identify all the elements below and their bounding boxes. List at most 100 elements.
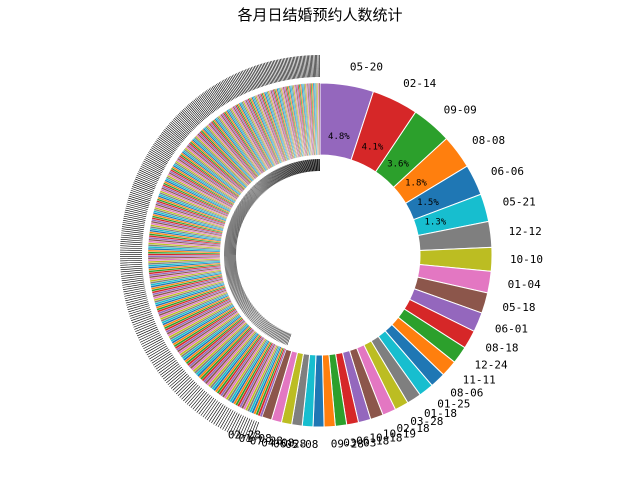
crowded-percent-mark xyxy=(306,159,309,172)
crowded-percent-mark xyxy=(225,238,238,241)
crowded-percent-mark xyxy=(251,187,260,197)
crowded-label-mark xyxy=(181,383,197,400)
crowded-percent-mark xyxy=(309,159,312,172)
crowded-label-mark xyxy=(250,422,260,443)
crowded-percent-mark xyxy=(231,287,243,294)
crowded-label-mark xyxy=(135,176,157,186)
crowded-label-mark xyxy=(177,380,194,396)
crowded-percent-mark xyxy=(224,259,237,261)
crowded-label-mark xyxy=(143,160,164,172)
crowded-percent-mark xyxy=(265,175,274,186)
crowded-percent-mark xyxy=(256,183,265,193)
crowded-label-mark xyxy=(234,73,245,94)
crowded-label-mark xyxy=(135,322,156,332)
crowded-percent-mark xyxy=(256,182,265,192)
crowded-label-mark xyxy=(123,289,146,295)
slice-label: 06-18 xyxy=(356,435,389,448)
crowded-percent-mark xyxy=(235,209,246,216)
crowded-label-mark xyxy=(132,184,154,193)
crowded-label-mark xyxy=(130,191,152,200)
crowded-label-mark xyxy=(302,55,306,78)
crowded-label-mark xyxy=(202,399,217,418)
crowded-percent-mark xyxy=(312,159,314,172)
crowded-label-mark xyxy=(230,75,241,96)
crowded-label-mark xyxy=(164,366,182,382)
crowded-label-mark xyxy=(208,88,222,108)
crowded-label-mark xyxy=(233,415,244,436)
crowded-percent-mark xyxy=(265,324,273,335)
crowded-percent-mark xyxy=(282,166,288,178)
crowded-percent-mark xyxy=(240,200,252,208)
crowded-percent-mark xyxy=(284,332,290,345)
crowded-percent-mark xyxy=(232,214,244,221)
pie-crowded-labels xyxy=(119,55,320,443)
crowded-label-mark xyxy=(161,363,180,378)
crowded-percent-mark xyxy=(271,327,279,339)
crowded-percent-mark xyxy=(305,160,308,172)
slice-label: 08-08 xyxy=(472,134,505,147)
crowded-label-mark xyxy=(233,74,244,95)
crowded-percent-mark xyxy=(246,193,256,202)
crowded-percent-mark xyxy=(298,161,302,174)
crowded-percent-mark xyxy=(255,183,264,193)
crowded-percent-mark xyxy=(260,321,269,331)
crowded-label-mark xyxy=(120,247,143,249)
crowded-percent-mark xyxy=(248,191,258,200)
crowded-percent-mark xyxy=(244,195,255,203)
crowded-percent-mark xyxy=(292,162,297,175)
crowded-label-mark xyxy=(183,384,199,402)
slice-label: 05-08 xyxy=(285,438,318,451)
crowded-percent-mark xyxy=(295,161,300,174)
crowded-label-mark xyxy=(124,213,146,219)
crowded-percent-mark xyxy=(269,172,277,184)
crowded-label-mark xyxy=(229,413,240,434)
crowded-percent-mark xyxy=(231,217,243,223)
crowded-label-mark xyxy=(141,334,161,345)
crowded-label-mark xyxy=(129,193,151,202)
crowded-percent-mark xyxy=(238,204,249,211)
crowded-percent-mark xyxy=(224,243,237,246)
crowded-label-mark xyxy=(223,79,235,100)
crowded-percent-mark xyxy=(248,310,258,320)
crowded-label-mark xyxy=(177,113,194,130)
crowded-percent-mark xyxy=(229,282,241,287)
crowded-label-mark xyxy=(122,224,145,229)
crowded-percent-mark xyxy=(260,179,269,190)
crowded-percent-mark xyxy=(283,332,289,344)
crowded-percent-mark xyxy=(314,159,316,172)
crowded-percent-mark xyxy=(308,159,311,172)
crowded-percent-mark xyxy=(288,164,294,176)
slice-label: 05-20 xyxy=(350,60,383,73)
crowded-label-mark xyxy=(204,400,218,419)
crowded-label-mark xyxy=(153,144,172,157)
crowded-percent-mark xyxy=(224,262,237,265)
crowded-percent-mark xyxy=(268,325,276,337)
crowded-percent-mark xyxy=(227,230,239,234)
crowded-label-mark xyxy=(146,155,166,168)
crowded-percent-mark xyxy=(315,159,317,172)
percent-label: 4.8% xyxy=(328,132,350,142)
crowded-label-mark xyxy=(265,62,273,84)
crowded-label-mark xyxy=(121,273,144,277)
crowded-label-mark xyxy=(184,386,201,403)
crowded-label-mark xyxy=(137,173,158,183)
crowded-percent-mark xyxy=(290,163,295,176)
crowded-percent-mark xyxy=(277,330,284,342)
slice-label: 01-18 xyxy=(424,407,457,420)
crowded-percent-mark xyxy=(224,242,237,245)
crowded-label-mark xyxy=(162,131,180,146)
crowded-label-mark xyxy=(315,55,317,78)
crowded-label-mark xyxy=(122,281,145,286)
crowded-label-mark xyxy=(241,418,251,439)
crowded-percent-mark xyxy=(230,285,242,290)
crowded-label-mark xyxy=(167,370,185,386)
crowded-label-mark xyxy=(190,390,206,408)
crowded-label-mark xyxy=(306,55,309,78)
crowded-label-mark xyxy=(149,150,169,163)
crowded-label-mark xyxy=(284,58,289,80)
crowded-label-mark xyxy=(240,71,250,92)
crowded-label-mark xyxy=(206,401,220,421)
crowded-label-mark xyxy=(120,261,143,264)
crowded-label-mark xyxy=(287,57,292,80)
crowded-label-mark xyxy=(179,112,195,129)
